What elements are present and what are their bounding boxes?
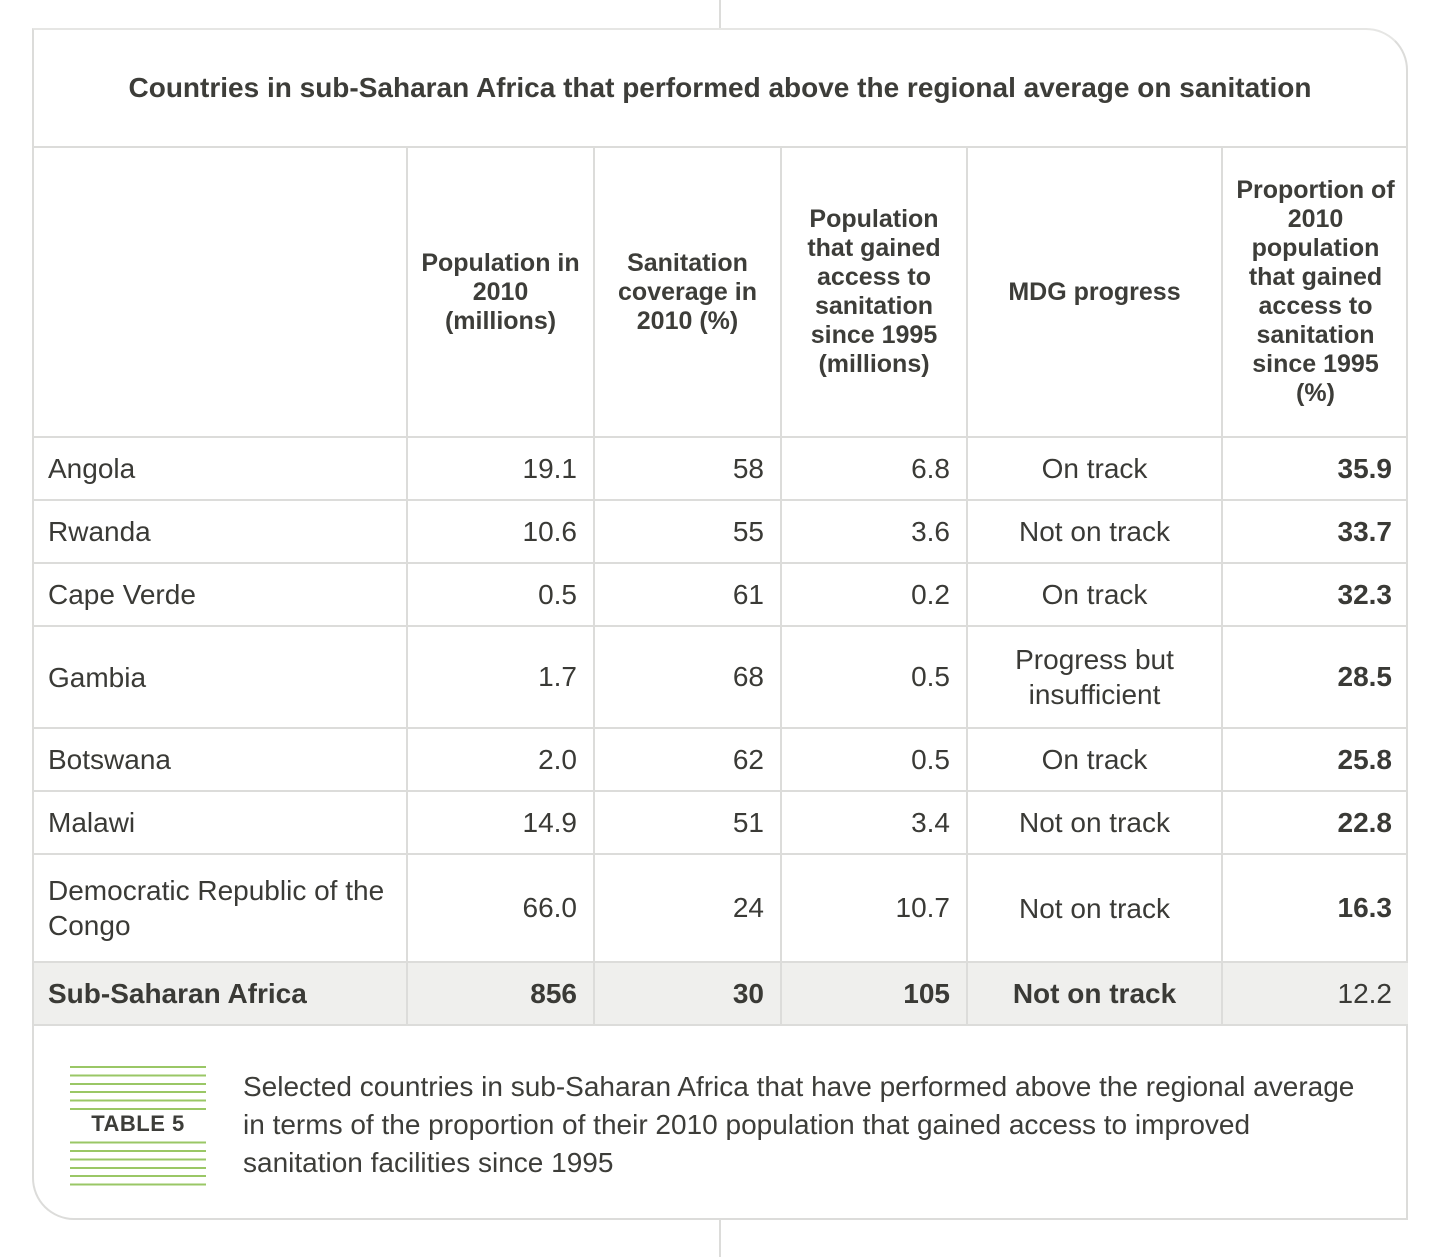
header-population: Population in 2010 (millions) <box>406 146 595 438</box>
population-cell: 66.0 <box>406 853 595 963</box>
population-cell: 10.6 <box>406 499 595 564</box>
coverage-cell: 55 <box>593 499 782 564</box>
gained-cell: 6.8 <box>780 436 968 501</box>
proportion-cell: 25.8 <box>1221 727 1408 792</box>
mdg-cell: Not on track <box>966 853 1223 963</box>
table-row: Gambia 1.7 68 0.5 Progress but insuffici… <box>34 625 1408 729</box>
page-fold-divider-bottom <box>719 1220 721 1257</box>
header-row: Population in 2010 (millions) Sanitation… <box>34 146 1408 438</box>
country-cell: Malawi <box>34 790 408 855</box>
coverage-cell: 51 <box>593 790 782 855</box>
proportion-cell: 32.3 <box>1221 562 1408 627</box>
table-row: Cape Verde 0.5 61 0.2 On track 32.3 <box>34 562 1408 627</box>
proportion-cell: 35.9 <box>1221 436 1408 501</box>
page-fold-divider-top <box>719 0 721 28</box>
table-title: Countries in sub-Saharan Africa that per… <box>128 72 1312 103</box>
total-mdg-cell: Not on track <box>966 961 1223 1026</box>
population-cell: 19.1 <box>406 436 595 501</box>
country-cell: Botswana <box>34 727 408 792</box>
gained-cell: 3.4 <box>780 790 968 855</box>
country-cell: Angola <box>34 436 408 501</box>
table-card: Countries in sub-Saharan Africa that per… <box>32 28 1408 1220</box>
table-row: Malawi 14.9 51 3.4 Not on track 22.8 <box>34 790 1408 855</box>
mdg-cell: On track <box>966 727 1223 792</box>
population-cell: 2.0 <box>406 727 595 792</box>
coverage-cell: 68 <box>593 625 782 729</box>
gained-cell: 0.5 <box>780 727 968 792</box>
header-gained: Population that gained access to sanitat… <box>780 146 968 438</box>
header-country <box>34 146 408 438</box>
header-proportion: Proportion of 2010 population that gaine… <box>1221 146 1408 438</box>
mdg-cell: On track <box>966 436 1223 501</box>
total-coverage-cell: 30 <box>593 961 782 1026</box>
table-row: Rwanda 10.6 55 3.6 Not on track 33.7 <box>34 499 1408 564</box>
country-cell: Gambia <box>34 625 408 729</box>
table-caption: TABLE 5 Selected countries in sub-Sahara… <box>34 1062 1406 1192</box>
coverage-cell: 24 <box>593 853 782 963</box>
country-cell: Cape Verde <box>34 562 408 627</box>
population-cell: 0.5 <box>406 562 595 627</box>
header-mdg: MDG progress <box>966 146 1223 438</box>
proportion-cell: 16.3 <box>1221 853 1408 963</box>
table-row: Democratic Republic of the Congo 66.0 24… <box>34 853 1408 963</box>
total-country-cell: Sub-Saharan Africa <box>34 961 408 1026</box>
coverage-cell: 62 <box>593 727 782 792</box>
proportion-cell: 22.8 <box>1221 790 1408 855</box>
mdg-cell: On track <box>966 562 1223 627</box>
total-proportion-cell: 12.2 <box>1221 961 1408 1026</box>
total-population-cell: 856 <box>406 961 595 1026</box>
country-cell: Democratic Republic of the Congo <box>34 853 408 963</box>
gained-cell: 0.5 <box>780 625 968 729</box>
mdg-cell: Progress but insufficient <box>966 625 1223 729</box>
population-cell: 1.7 <box>406 625 595 729</box>
total-row: Sub-Saharan Africa 856 30 105 Not on tra… <box>34 961 1408 1026</box>
table-row: Botswana 2.0 62 0.5 On track 25.8 <box>34 727 1408 792</box>
header-coverage: Sanitation coverage in 2010 (%) <box>593 146 782 438</box>
country-cell: Rwanda <box>34 499 408 564</box>
total-gained-cell: 105 <box>780 961 968 1026</box>
gained-cell: 10.7 <box>780 853 968 963</box>
sanitation-table: Population in 2010 (millions) Sanitation… <box>34 146 1408 1026</box>
gained-cell: 3.6 <box>780 499 968 564</box>
mdg-cell: Not on track <box>966 790 1223 855</box>
proportion-cell: 28.5 <box>1221 625 1408 729</box>
coverage-cell: 58 <box>593 436 782 501</box>
proportion-cell: 33.7 <box>1221 499 1408 564</box>
mdg-cell: Not on track <box>966 499 1223 564</box>
gained-cell: 0.2 <box>780 562 968 627</box>
table-number-label: TABLE 5 <box>70 1110 206 1138</box>
coverage-cell: 61 <box>593 562 782 627</box>
table-row: Angola 19.1 58 6.8 On track 35.9 <box>34 436 1408 501</box>
caption-text: Selected countries in sub-Saharan Africa… <box>243 1071 1355 1178</box>
population-cell: 14.9 <box>406 790 595 855</box>
